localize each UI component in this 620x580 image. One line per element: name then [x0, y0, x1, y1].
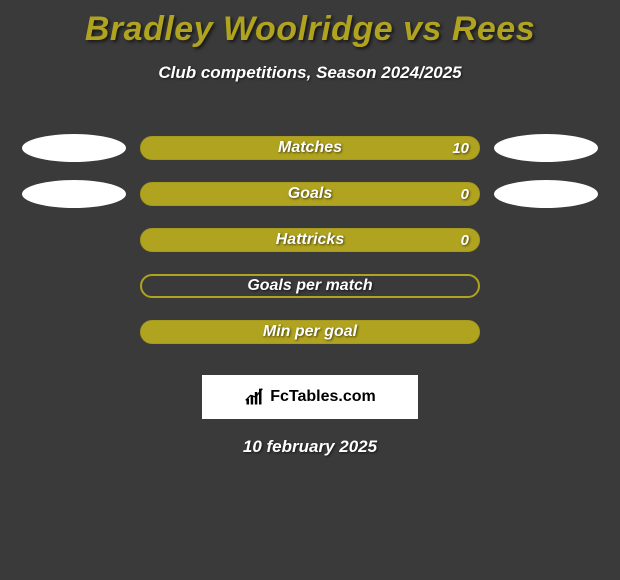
- stat-value: 10: [452, 140, 469, 157]
- stat-label: Matches: [278, 139, 342, 157]
- subtitle: Club competitions, Season 2024/2025: [0, 63, 620, 83]
- stat-row: Goals per match: [0, 263, 620, 309]
- chart-icon: [244, 387, 264, 407]
- attribution-text: FcTables.com: [270, 388, 376, 406]
- stat-label: Goals per match: [247, 277, 372, 295]
- stat-value: 0: [461, 186, 469, 203]
- date-text: 10 february 2025: [0, 437, 620, 457]
- stat-rows: Matches 10 Goals 0 Hattricks 0 Goals per match…: [0, 125, 620, 355]
- stat-label: Goals: [288, 185, 332, 203]
- player-left-ellipse: [22, 180, 126, 208]
- stat-bar: Goals per match: [140, 274, 480, 298]
- stat-row: Hattricks 0: [0, 217, 620, 263]
- stat-row: Matches 10: [0, 125, 620, 171]
- stat-row: Goals 0: [0, 171, 620, 217]
- player-right-ellipse: [494, 134, 598, 162]
- stat-row: Min per goal: [0, 309, 620, 355]
- stat-label: Hattricks: [276, 231, 344, 249]
- player-left-ellipse: [22, 134, 126, 162]
- stat-bar: Hattricks 0: [140, 228, 480, 252]
- stat-bar: Goals 0: [140, 182, 480, 206]
- stat-bar: Min per goal: [140, 320, 480, 344]
- player-right-ellipse: [494, 180, 598, 208]
- stat-value: 0: [461, 232, 469, 249]
- stat-label: Min per goal: [263, 323, 357, 341]
- page-title: Bradley Woolridge vs Rees: [0, 0, 620, 49]
- stat-bar: Matches 10: [140, 136, 480, 160]
- attribution-box: FcTables.com: [202, 375, 418, 419]
